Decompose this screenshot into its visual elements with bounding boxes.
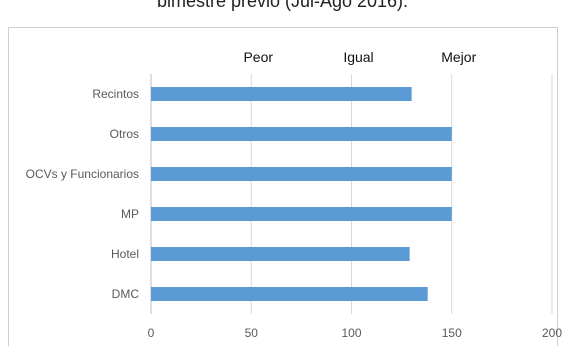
bar-0 — [151, 87, 412, 101]
x-tick-label-2: 100 — [341, 326, 361, 340]
scale-label-peor: Peor — [243, 49, 273, 65]
scale-label-igual: Igual — [343, 49, 373, 65]
category-label-0: Recintos — [92, 87, 139, 101]
bar-1 — [151, 127, 452, 141]
category-label-4: Hotel — [111, 247, 139, 261]
category-label-2: OCVs y Funcionarios — [26, 167, 139, 181]
x-tick-label-3: 150 — [442, 326, 462, 340]
scale-label-mejor: Mejor — [441, 49, 476, 65]
chart-caption: bimestre previo (Jul-Ago 2016). — [156, 0, 409, 11]
x-tick-label-1: 50 — [245, 326, 259, 340]
category-label-3: MP — [121, 207, 139, 221]
bar-2 — [151, 167, 452, 181]
category-label-1: Otros — [110, 127, 139, 141]
bar-5 — [151, 287, 428, 301]
bar-4 — [151, 247, 410, 261]
x-tick-label-0: 0 — [148, 326, 155, 340]
bar-3 — [151, 207, 452, 221]
chart-frame — [8, 27, 558, 346]
x-tick-label-4: 200 — [542, 326, 562, 340]
category-label-5: DMC — [112, 287, 140, 301]
